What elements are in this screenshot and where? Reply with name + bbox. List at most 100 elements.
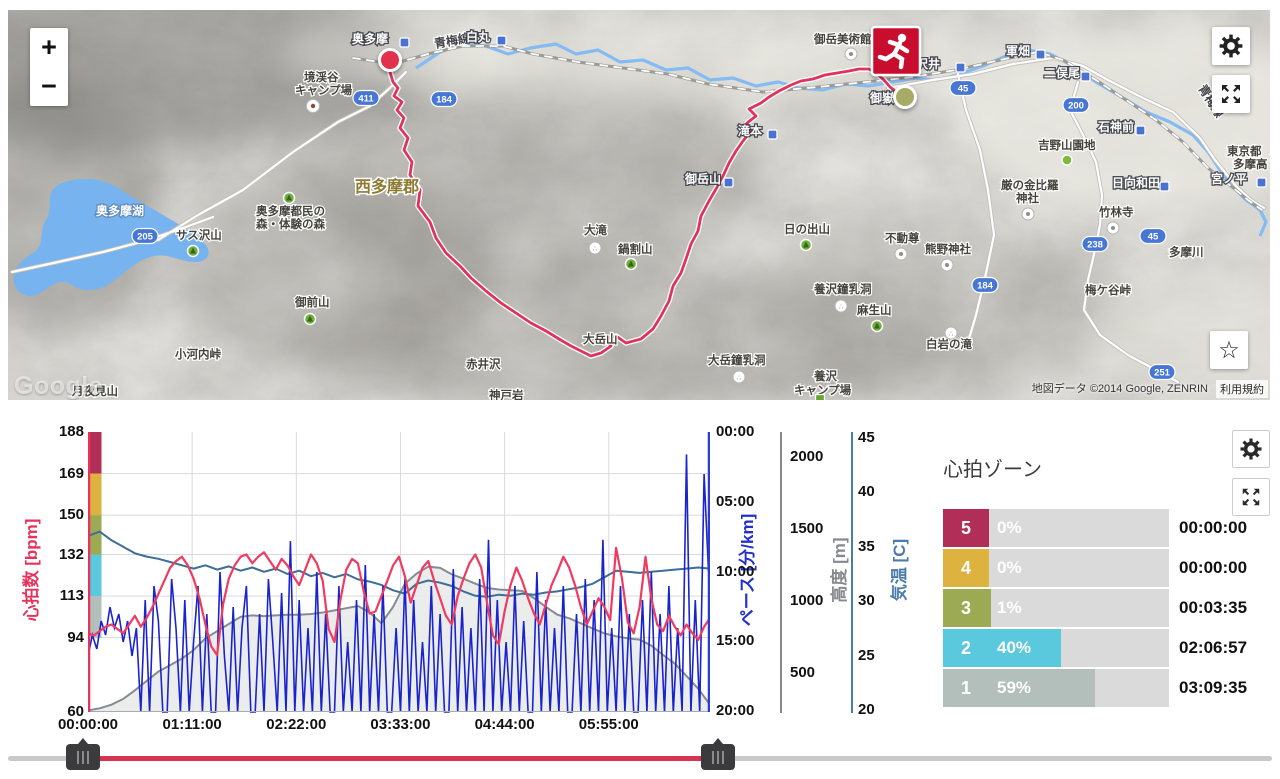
map-roads xyxy=(10,44,1266,384)
route-start-marker[interactable] xyxy=(378,48,402,72)
map-label: 赤井沢 xyxy=(466,357,501,371)
poi-icon xyxy=(1026,212,1030,216)
map-label: 東京都 xyxy=(1227,144,1262,158)
zone-bar: 40% xyxy=(989,629,1169,667)
route-shield-number: 200 xyxy=(1068,101,1084,112)
map-label: 御嶽 xyxy=(869,90,895,105)
zone-percent: 1% xyxy=(997,598,1022,617)
axis-tick: 03:33:00 xyxy=(370,716,431,733)
axis-tick: 150 xyxy=(58,506,84,524)
map-label: 御前山 xyxy=(294,295,330,309)
slider-selected-range[interactable] xyxy=(100,756,702,761)
zone-percent: 0% xyxy=(997,558,1022,577)
campground-icon xyxy=(814,393,826,400)
waterfall-icon xyxy=(944,326,958,340)
route-shield xyxy=(1148,363,1176,381)
axis-tick: 15:00 xyxy=(716,632,755,650)
route-shield xyxy=(352,89,380,107)
slider-handle-right[interactable] xyxy=(701,738,735,770)
station-icon xyxy=(1080,71,1091,82)
map-label: 月夜見山 xyxy=(71,384,118,398)
chart-settings-button[interactable] xyxy=(1232,430,1270,468)
gear-icon xyxy=(1219,34,1243,58)
route-shield xyxy=(971,276,999,294)
axis-tick: 02:22:00 xyxy=(266,716,327,733)
grip-icon xyxy=(82,750,84,764)
route-shield-number: 45 xyxy=(1148,232,1159,243)
axis-tick: 01:11:00 xyxy=(162,716,222,733)
map-label: 大岳鐘乳洞 xyxy=(708,353,766,367)
zone-bar: 59% xyxy=(989,669,1169,707)
map-zoom-control: + − xyxy=(30,28,68,106)
grip-icon xyxy=(717,750,719,764)
tree-icon xyxy=(628,260,634,267)
slider-track[interactable] xyxy=(8,756,1272,761)
map-label: 日向和田 xyxy=(1112,175,1160,190)
favorite-star-button[interactable]: ☆ xyxy=(1210,331,1248,369)
axis-tick: 60 xyxy=(67,703,84,720)
map-label: 白丸 xyxy=(466,29,491,44)
chart-fullscreen-button[interactable] xyxy=(1232,478,1270,516)
map-terms-link[interactable]: 利用規約 xyxy=(1216,380,1268,398)
station-icon xyxy=(723,177,734,188)
station-icon xyxy=(1256,177,1267,188)
chart-plot-area[interactable] xyxy=(87,432,711,713)
map-water xyxy=(13,42,1268,296)
map-label: 境渓谷 xyxy=(304,70,339,84)
tree-icon xyxy=(190,247,196,254)
runner-icon[interactable] xyxy=(870,25,922,77)
zone-bar: 0% xyxy=(989,509,1169,547)
map-label: 小河内峠 xyxy=(174,347,221,361)
map-label: 二俣尾 xyxy=(1044,65,1080,80)
map-label: 軍畑 xyxy=(1006,44,1030,58)
map-label: 奥多摩湖 xyxy=(96,203,144,218)
map-label: 滝本 xyxy=(738,123,762,138)
zone-row: 4 0% 00:00:00 xyxy=(943,549,1275,587)
station-icon xyxy=(1159,181,1170,192)
axis-tick: 1000 xyxy=(790,592,824,609)
map-label: 石神前 xyxy=(1097,119,1134,134)
map-label: 鍋割山 xyxy=(618,242,653,256)
map-label: 森・体験の森 xyxy=(256,217,325,231)
slider-handle-left[interactable] xyxy=(66,738,100,770)
axis-tick: 25 xyxy=(858,646,875,664)
map-label: 多摩高 xyxy=(1233,157,1268,171)
waterfall-icon xyxy=(834,299,848,313)
map-fullscreen-button[interactable] xyxy=(1212,75,1250,113)
route-shield-number: 238 xyxy=(1087,240,1103,251)
station-icon xyxy=(1035,49,1046,60)
zone-time: 00:00:00 xyxy=(1179,518,1248,537)
axis-tick: 20:00 xyxy=(716,702,755,720)
map-label: 麻生山 xyxy=(856,303,892,317)
zoom-out-button[interactable]: − xyxy=(41,71,57,101)
axis-tick: 05:55:00 xyxy=(578,716,639,733)
map-label: 日の出山 xyxy=(784,222,830,236)
expand-icon xyxy=(1222,85,1240,103)
temperature-line xyxy=(87,530,711,598)
map-label: 吉野山園地 xyxy=(1038,138,1096,152)
rail-oume-line-dash xyxy=(352,45,1263,211)
zone-number: 3 xyxy=(943,589,989,627)
heart-rate-zones-title: 心拍ゾーン xyxy=(943,459,1042,481)
zone-bar-fill xyxy=(989,669,1096,707)
waterfall-icon: ∴ xyxy=(737,374,742,382)
map-canvas[interactable]: 境渓谷 キャンプ場 サス沢山 奥多摩都民の 森・体験の森 御前山 小河内峠 月夜見山 大滝 ∴ 鍋割… xyxy=(8,10,1270,400)
station-icon xyxy=(767,129,778,140)
route-shield xyxy=(131,227,159,245)
gear-icon xyxy=(1240,438,1262,460)
zone-time: 02:06:57 xyxy=(1179,638,1248,657)
axis-tick: 169 xyxy=(58,464,84,482)
map-label: 沢井 xyxy=(916,56,940,71)
map-settings-button[interactable] xyxy=(1212,27,1250,65)
route-track xyxy=(387,66,908,359)
map-shading xyxy=(8,10,1270,400)
route-shield xyxy=(1081,235,1109,253)
zone-percent: 0% xyxy=(997,518,1022,537)
pace-line xyxy=(87,454,710,713)
zoom-in-button[interactable]: + xyxy=(41,32,57,62)
route-shield xyxy=(1139,227,1167,245)
route-end-marker[interactable] xyxy=(893,85,917,109)
zone-number: 1 xyxy=(943,669,989,707)
river-tama xyxy=(415,42,1268,237)
route-shield-number: 45 xyxy=(958,84,969,95)
